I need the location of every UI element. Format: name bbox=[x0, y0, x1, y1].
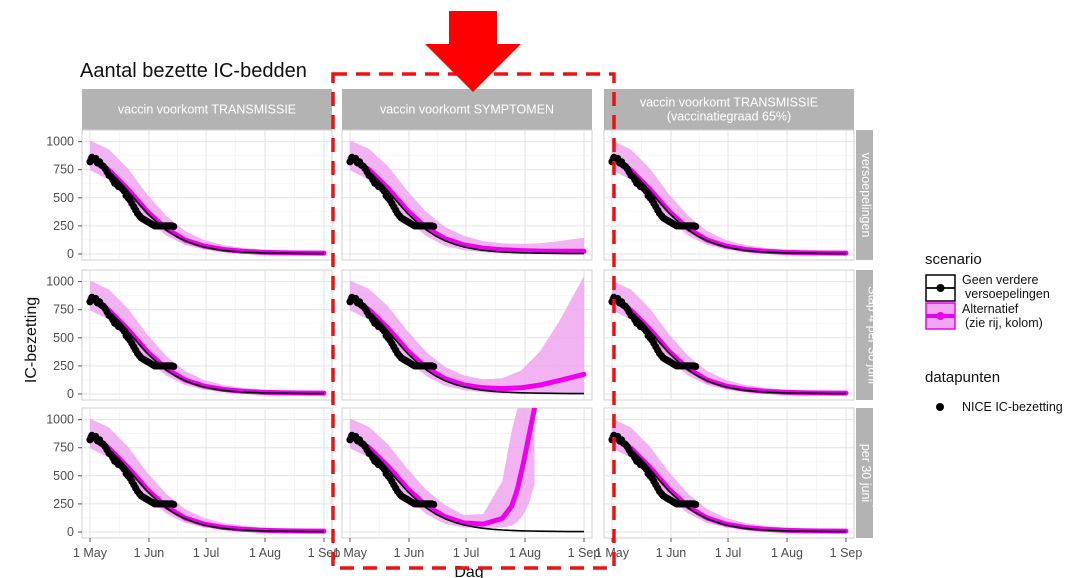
x-tick-label: 1 Sep bbox=[568, 546, 601, 560]
x-tick-label: 1 Jul bbox=[193, 546, 219, 560]
x-tick-label: 1 Jul bbox=[715, 546, 741, 560]
panel-plot-area bbox=[346, 276, 587, 395]
y-axis-title: IC-bezetting bbox=[23, 297, 40, 383]
legend-label: Alternatief bbox=[962, 302, 1019, 316]
chart-title: Aantal bezette IC-bedden bbox=[80, 60, 307, 82]
baseline-line bbox=[349, 298, 584, 395]
baseline-line bbox=[89, 436, 324, 533]
baseline-line bbox=[349, 158, 584, 255]
column-strip-label: (vaccinatiegraad 65%) bbox=[667, 110, 791, 124]
data-point bbox=[170, 222, 178, 231]
y-tick-label: 0 bbox=[67, 247, 74, 261]
column-strip-label: vaccin voorkomt SYMPTOMEN bbox=[380, 103, 554, 117]
column-strip bbox=[604, 89, 854, 130]
y-tick-label: 1000 bbox=[46, 413, 74, 427]
data-point bbox=[692, 500, 700, 509]
y-tick-label: 0 bbox=[67, 387, 74, 401]
row-strip bbox=[856, 270, 873, 400]
baseline-line bbox=[611, 436, 846, 533]
alternative-line bbox=[347, 408, 537, 527]
x-axis-title: Dag bbox=[454, 564, 483, 578]
panel bbox=[603, 269, 855, 401]
x-tick-label: 1 Jun bbox=[394, 546, 425, 560]
baseline-line bbox=[89, 298, 324, 395]
y-tick-label: 500 bbox=[53, 469, 74, 483]
y-tick-label: 500 bbox=[53, 191, 74, 205]
data-point bbox=[430, 222, 438, 231]
data-point bbox=[692, 222, 700, 231]
row-strip-label: Maximaal versoepelen bbox=[872, 410, 886, 535]
y-tick-label: 250 bbox=[53, 497, 74, 511]
highlight-arrow bbox=[425, 11, 521, 92]
x-tick-label: 1 Aug bbox=[771, 546, 803, 560]
alternative-line bbox=[347, 156, 587, 254]
row-strip-label: Geen verdere bbox=[872, 157, 886, 233]
panel bbox=[341, 269, 593, 401]
y-tick-label: 750 bbox=[53, 303, 74, 317]
row-strip-label: versoepelingen bbox=[859, 153, 873, 238]
row-strip bbox=[856, 130, 873, 260]
panel-plot-area bbox=[346, 408, 584, 533]
y-tick-label: 1000 bbox=[46, 135, 74, 149]
data-point bbox=[430, 362, 438, 371]
baseline-line bbox=[611, 298, 846, 395]
legend: scenario Geen verdereversoepelingenAltern… bbox=[925, 251, 1063, 414]
data-point bbox=[692, 362, 700, 371]
facet-grid: vaccin voorkomt TRANSMISSIE vaccin voorko… bbox=[46, 89, 886, 560]
legend-title: scenario bbox=[925, 251, 982, 268]
panel bbox=[81, 129, 333, 261]
y-tick-label: 1000 bbox=[46, 275, 74, 289]
highlight-overlay bbox=[331, 11, 616, 570]
y-tick-label: 500 bbox=[53, 331, 74, 345]
legend-key-point bbox=[936, 284, 945, 292]
alternative-line bbox=[347, 296, 587, 392]
legend-key-point bbox=[936, 312, 945, 320]
panel bbox=[341, 129, 593, 261]
legend-datapoints-label: NICE IC-bezetting bbox=[962, 400, 1063, 414]
column-strip bbox=[82, 89, 332, 130]
legend-datapoints-title: datapunten bbox=[925, 369, 1000, 386]
panel-plot-area bbox=[346, 140, 587, 255]
panel bbox=[81, 407, 333, 539]
legend-label: (zie rij, kolom) bbox=[965, 316, 1043, 330]
panel bbox=[81, 269, 333, 401]
x-tick-label: 1 Aug bbox=[249, 546, 281, 560]
x-tick-label: 1 Jun bbox=[656, 546, 687, 560]
x-tick-label: 1 May bbox=[73, 546, 108, 560]
row-strip-label: per 30 juni bbox=[859, 444, 873, 502]
x-tick-label: 1 Jul bbox=[453, 546, 479, 560]
column-strip-label: vaccin voorkomt TRANSMISSIE bbox=[118, 103, 296, 117]
column-strip bbox=[342, 89, 592, 130]
panel-plot-area bbox=[608, 280, 849, 396]
baseline-line bbox=[349, 436, 584, 533]
panel-plot-area bbox=[86, 140, 327, 256]
column-strip-label: vaccin voorkomt TRANSMISSIE bbox=[640, 96, 818, 110]
panel bbox=[603, 407, 855, 539]
x-tick-label: 1 Sep bbox=[830, 546, 863, 560]
row-strip bbox=[856, 408, 873, 538]
panel-plot-area bbox=[608, 418, 849, 534]
panel-plot-area bbox=[86, 418, 327, 534]
legend-label: Geen verdere bbox=[962, 273, 1038, 287]
data-point bbox=[170, 362, 178, 371]
baseline-line bbox=[611, 158, 846, 255]
legend-label: versoepelingen bbox=[965, 287, 1050, 301]
baseline-line bbox=[89, 158, 324, 255]
y-tick-label: 250 bbox=[53, 219, 74, 233]
row-strip-label: Stap 4 per 30 juni bbox=[866, 286, 880, 384]
panel bbox=[603, 129, 855, 261]
legend-datapoints-key bbox=[936, 403, 944, 411]
panel-plot-area bbox=[86, 280, 327, 396]
y-tick-label: 750 bbox=[53, 163, 74, 177]
x-tick-label: 1 Aug bbox=[509, 546, 541, 560]
x-tick-label: 1 Jun bbox=[134, 546, 165, 560]
y-tick-label: 250 bbox=[53, 359, 74, 373]
y-tick-label: 750 bbox=[53, 441, 74, 455]
y-tick-label: 0 bbox=[67, 525, 74, 539]
data-point bbox=[430, 500, 438, 509]
x-tick-label: 1 May bbox=[333, 546, 368, 560]
panel bbox=[341, 407, 593, 539]
data-point bbox=[170, 500, 178, 509]
